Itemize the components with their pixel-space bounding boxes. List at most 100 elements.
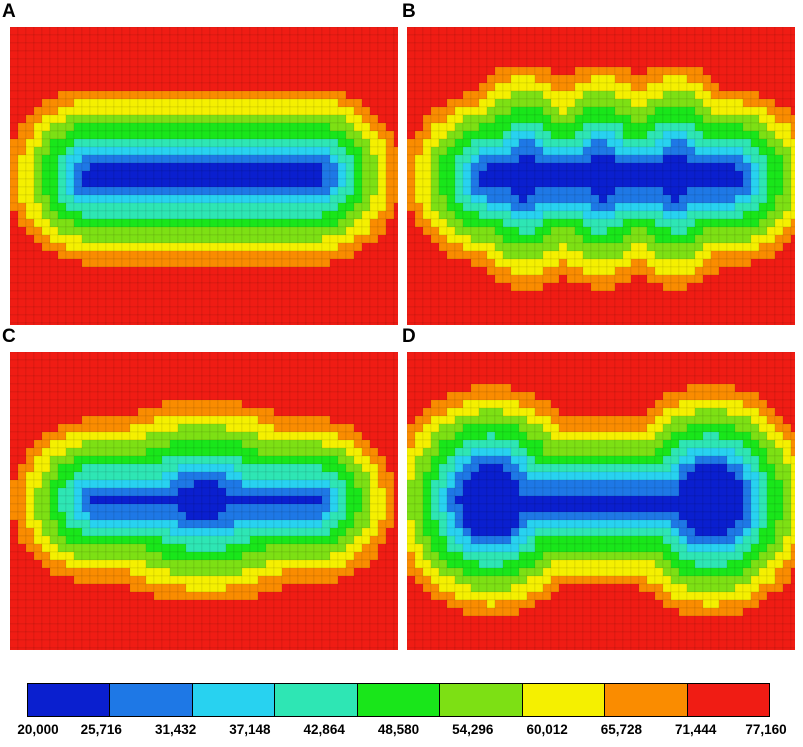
contour-cell [454,34,464,44]
contour-cell [337,90,347,100]
contour-cell [233,154,243,164]
contour-cell [329,234,339,244]
contour-cell [574,242,584,252]
contour-cell [462,306,472,316]
contour-cell [49,34,59,44]
contour-cell [265,146,275,156]
contour-cell [321,138,331,148]
contour-cell [25,487,35,497]
contour-cell [113,471,123,481]
contour-cell [89,306,99,316]
contour-cell [486,202,496,212]
contour-cell [153,495,163,505]
contour-cell [113,290,123,300]
contour-cell [446,162,456,172]
contour-cell [10,298,19,308]
contour-cell [185,352,195,361]
contour-cell [41,210,51,220]
contour-cell [185,527,195,537]
contour-cell [201,66,211,76]
contour-cell [129,391,139,401]
contour-cell [185,447,195,457]
contour-cell [81,114,91,124]
contour-cell [17,170,27,180]
contour-cell [438,114,448,124]
contour-cell [678,322,688,325]
contour-cell [393,258,398,268]
contour-cell [494,290,504,300]
contour-cell [377,519,387,529]
contour-cell [486,266,496,276]
contour-cell [209,375,219,385]
contour-cell [169,42,179,52]
contour-cell [385,58,395,68]
contour-cell [193,234,203,244]
contour-cell [25,162,35,172]
contour-cell [177,322,187,325]
contour-cell [137,162,147,172]
contour-cell [774,170,784,180]
contour-cell [281,471,291,481]
contour-cell [750,170,760,180]
contour-cell [49,66,59,76]
contour-cell [353,447,363,457]
contour-cell [353,218,363,228]
contour-cell [41,218,51,228]
contour-cell [89,282,99,292]
contour-cell [41,186,51,196]
contour-cell [153,551,163,561]
contour-cell [121,258,131,268]
contour-cell [81,391,91,401]
contour-cell [502,306,512,316]
contour-cell [369,90,379,100]
contour-cell [662,50,672,60]
contour-cell [65,226,75,236]
contour-cell [369,383,379,393]
contour-cell [742,250,752,260]
contour-cell [758,114,768,124]
contour-cell [337,314,347,324]
contour-cell [550,186,560,196]
contour-cell [566,130,576,140]
contour-cell [257,415,267,425]
contour-cell [638,194,648,204]
contour-cell [177,519,187,529]
contour-cell [454,58,464,68]
contour-cell [73,122,83,132]
contour-cell [646,154,656,164]
contour-cell [774,322,784,325]
contour-cell [377,511,387,521]
contour-cell [297,106,307,116]
contour-cell [510,266,520,276]
contour-cell [510,122,520,132]
contour-cell [89,322,99,325]
contour-cell [678,130,688,140]
contour-cell [17,66,27,76]
contour-cell [414,226,424,236]
contour-cell [289,34,299,44]
contour-cell [10,210,19,220]
contour-cell [494,42,504,52]
contour-cell [686,314,696,324]
contour-cell [686,130,696,140]
contour-cell [369,527,379,537]
contour-cell [558,282,568,292]
contour-cell [177,274,187,284]
contour-cell [518,66,528,76]
contour-cell [526,234,536,244]
contour-cell [558,242,568,252]
contour-cell [606,258,616,268]
contour-cell [502,138,512,148]
contour-cell [217,218,227,228]
contour-cell [337,138,347,148]
contour-cell [534,27,544,36]
contour-cell [734,250,744,260]
contour-cell [145,106,155,116]
contour-cell [534,122,544,132]
contour-cell [393,82,398,92]
contour-cell [550,258,560,268]
contour-cell [249,186,259,196]
contour-cell [377,146,387,156]
contour-cell [606,234,616,244]
contour-cell [337,282,347,292]
